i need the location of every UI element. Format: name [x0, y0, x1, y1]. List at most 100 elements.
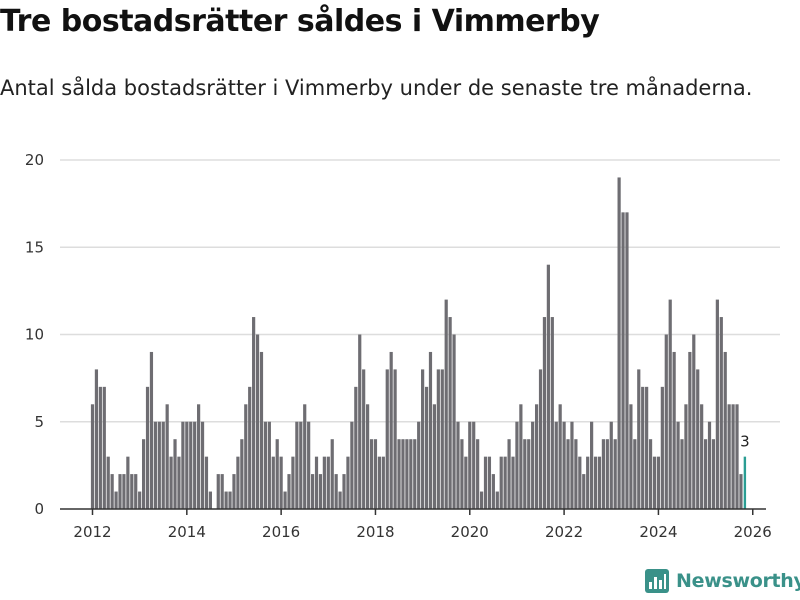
- bar: [200, 421, 205, 509]
- bar: [169, 456, 173, 509]
- bar: [193, 421, 197, 509]
- bar: [157, 421, 161, 509]
- bar: [625, 212, 629, 509]
- bar: [593, 456, 598, 509]
- bar: [299, 421, 303, 509]
- bar: [303, 404, 307, 509]
- bar: [428, 351, 433, 509]
- bar: [495, 491, 499, 509]
- y-tick-label: 5: [34, 413, 44, 431]
- bar: [240, 439, 244, 509]
- bar: [90, 404, 95, 509]
- bar: [719, 317, 723, 509]
- brand-name: Newsworthy: [676, 570, 800, 592]
- bars: [90, 177, 747, 509]
- bar: [424, 386, 429, 509]
- bar: [562, 421, 566, 509]
- bar: [703, 439, 708, 509]
- bar: [723, 351, 727, 509]
- bar: [609, 421, 613, 509]
- bar: [735, 404, 739, 509]
- bar: [248, 386, 252, 509]
- x-axis: 2012 2014 2016 2018 2020 2022 2024 2026: [60, 508, 772, 541]
- bar: [542, 317, 547, 509]
- bar: [645, 386, 649, 509]
- bar: [538, 369, 543, 509]
- bar: [637, 369, 641, 509]
- bar: [727, 404, 731, 509]
- bar: [660, 386, 664, 509]
- bar: [145, 386, 150, 509]
- bar: [181, 421, 185, 509]
- bar: [523, 439, 527, 509]
- highlight-bar: [743, 456, 747, 509]
- bar: [255, 334, 260, 509]
- bar: [629, 404, 633, 509]
- bar: [680, 439, 684, 509]
- page-subtitle: Antal sålda bostadsrätter i Vimmerby und…: [0, 76, 753, 100]
- bar: [185, 421, 189, 509]
- bar: [228, 491, 232, 509]
- bar: [574, 439, 578, 509]
- bar: [149, 351, 154, 509]
- bar: [531, 421, 535, 509]
- bar: [173, 439, 177, 509]
- bar: [279, 456, 283, 509]
- bar: [672, 351, 676, 509]
- bar: [283, 491, 287, 509]
- bar: [165, 404, 169, 509]
- x-tick-label: 2014: [168, 523, 206, 541]
- bar: [291, 456, 295, 509]
- bar: [189, 421, 193, 509]
- bar: [366, 404, 370, 509]
- x-tick-label: 2020: [451, 523, 489, 541]
- x-tick-label: 2018: [356, 523, 394, 541]
- bar: [558, 404, 562, 509]
- bar: [605, 439, 609, 509]
- bar: [684, 404, 688, 509]
- bar: [267, 421, 271, 509]
- bar: [487, 456, 492, 509]
- bar: [503, 456, 507, 509]
- bar: [511, 456, 515, 509]
- bar: [554, 421, 558, 509]
- bar: [613, 439, 617, 509]
- bar: [601, 439, 605, 509]
- bar: [456, 421, 460, 509]
- y-tick-label: 20: [25, 151, 44, 169]
- bar: [739, 474, 743, 509]
- bar: [381, 456, 385, 509]
- chart-labels: 3: [740, 433, 750, 451]
- bar-chart-logo-icon: [645, 569, 669, 593]
- bar: [244, 404, 248, 509]
- bar: [452, 334, 456, 509]
- bar: [550, 317, 554, 509]
- bar: [472, 421, 476, 509]
- bar: [307, 421, 311, 509]
- bar: [476, 439, 480, 509]
- x-tick-label: 2016: [262, 523, 300, 541]
- bar: [373, 439, 378, 509]
- bar: [696, 369, 700, 509]
- brand-logo: Newsworthy: [644, 568, 800, 594]
- bar: [177, 456, 181, 509]
- bar: [232, 474, 236, 509]
- bar: [515, 421, 519, 509]
- bar: [314, 456, 319, 509]
- x-tick-label: 2024: [639, 523, 677, 541]
- bar: [519, 404, 523, 509]
- bar: [389, 351, 393, 509]
- bar: [570, 421, 574, 509]
- bar: [122, 474, 126, 509]
- bar: [700, 404, 704, 509]
- x-tick-label: 2022: [545, 523, 583, 541]
- bar: [417, 421, 421, 509]
- bar: [468, 421, 472, 509]
- bar: [617, 177, 621, 509]
- bar: [94, 369, 99, 509]
- bar: [236, 456, 240, 509]
- bar: [310, 474, 315, 509]
- bar: [641, 386, 645, 509]
- bar: [421, 369, 425, 509]
- bar: [479, 491, 484, 509]
